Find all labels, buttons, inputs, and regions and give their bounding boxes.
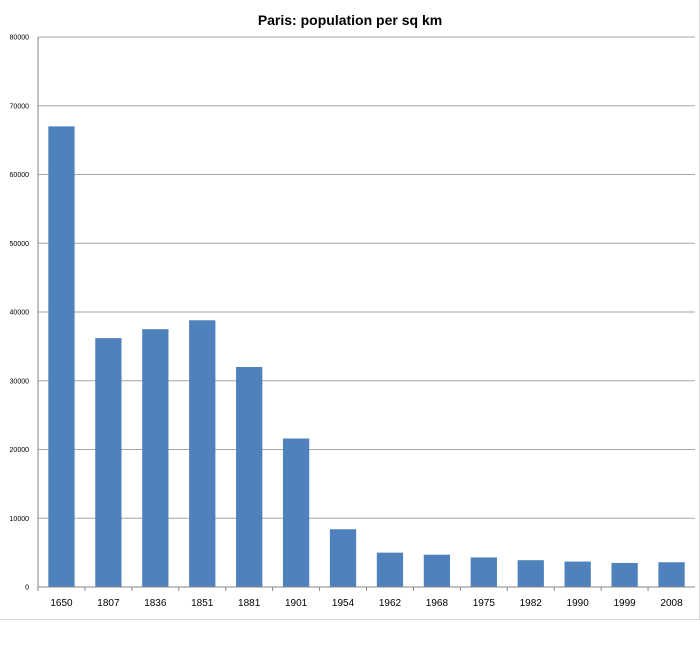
y-tick-label: 30000 — [10, 378, 30, 385]
x-tick-label: 1990 — [567, 598, 590, 609]
bar-1836 — [142, 329, 169, 587]
x-tick-label: 1807 — [97, 598, 120, 609]
y-tick-label: 20000 — [10, 447, 30, 454]
bar-1650 — [48, 126, 75, 587]
x-tick-label: 1975 — [473, 598, 496, 609]
bar-1990 — [564, 561, 591, 587]
chart-area: Paris: population per sq km 0 10000 20000 3… — [0, 0, 700, 620]
x-tick-label: 1851 — [191, 598, 214, 609]
x-tick-label: 1982 — [520, 598, 543, 609]
bar-chart: 0 10000 20000 30000 40000 50000 60000 70000 8000… — [10, 35, 695, 609]
x-tick-label: 1999 — [613, 598, 636, 609]
y-tick-label: 60000 — [10, 172, 30, 179]
bar-1851 — [189, 320, 216, 587]
y-tick-label: 80000 — [10, 35, 30, 42]
bar-1982 — [517, 560, 544, 587]
bar-1975 — [470, 557, 497, 587]
x-tick-label: 1881 — [238, 598, 261, 609]
x-tick-label: 1650 — [50, 598, 73, 609]
bar-1968 — [423, 554, 451, 587]
chart-title: Paris: population per sq km — [257, 12, 443, 28]
x-tick-label: 1836 — [144, 598, 167, 609]
y-tick-label: 50000 — [10, 241, 30, 248]
bar-1901 — [282, 438, 310, 587]
x-tick-label: 1962 — [379, 598, 402, 609]
x-tick-label: 1901 — [285, 598, 308, 609]
bar-1807 — [95, 338, 122, 587]
bar-1999 — [611, 562, 638, 587]
y-tick-label: 70000 — [10, 103, 30, 110]
x-tick-label: 1968 — [426, 598, 449, 609]
y-tick-label: 10000 — [10, 516, 30, 523]
bars — [48, 126, 685, 587]
x-tick-label: 2008 — [660, 598, 683, 609]
bar-2008 — [658, 562, 685, 587]
y-tick-label: 0 — [25, 585, 29, 592]
y-tick-labels: 0 10000 20000 30000 40000 50000 60000 70000 8000… — [10, 35, 30, 592]
x-tick-label: 1954 — [332, 598, 355, 609]
bar-1954 — [329, 529, 357, 587]
bar-1962 — [376, 552, 404, 587]
x-tick-labels: 1650 1807 1836 1851 1881 1901 1954 1962 1968 1975… — [50, 598, 683, 609]
gridlines — [38, 36, 695, 519]
bar-1881 — [236, 367, 263, 587]
axes — [37, 37, 695, 591]
y-tick-label: 40000 — [10, 310, 30, 317]
